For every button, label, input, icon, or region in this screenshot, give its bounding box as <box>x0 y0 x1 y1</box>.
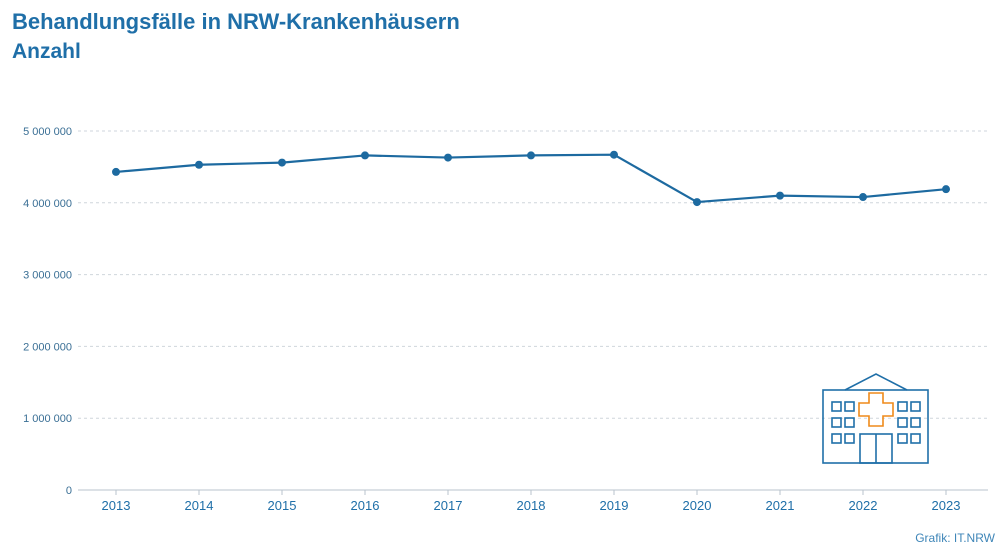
x-tick-label: 2017 <box>434 498 463 513</box>
x-tick-label: 2022 <box>849 498 878 513</box>
x-tick-label: 2015 <box>268 498 297 513</box>
x-tick-label: 2016 <box>351 498 380 513</box>
series-line <box>115 153 947 204</box>
data-point <box>444 153 452 162</box>
x-tick-label: 2020 <box>683 498 712 513</box>
y-tick-label: 4 000 000 <box>23 198 72 210</box>
x-tick-label: 2018 <box>517 498 546 513</box>
y-axis-ticks: 0 1 000 000 2 000 000 3 000 000 4 000 000 5 0… <box>23 126 72 497</box>
y-tick-label: 0 <box>66 485 72 497</box>
y-tick-label: 2 000 000 <box>23 341 72 353</box>
y-tick-label: 5 000 000 <box>23 126 72 138</box>
x-axis-ticks: 2013 2014 2015 2016 2017 2018 2019 2020 2021 2022… <box>102 490 961 513</box>
gridlines <box>78 130 988 419</box>
data-point <box>195 160 203 169</box>
data-point <box>361 151 369 160</box>
chart-subtitle: Anzahl <box>12 40 81 63</box>
data-point <box>112 167 120 176</box>
x-tick-label: 2014 <box>185 498 214 513</box>
hospital-icon <box>822 373 929 464</box>
data-point <box>693 198 701 207</box>
data-point <box>942 185 950 194</box>
data-point <box>859 193 867 202</box>
data-point <box>610 150 618 159</box>
x-tick-label: 2019 <box>600 498 629 513</box>
data-point <box>776 191 784 200</box>
series <box>112 150 950 207</box>
x-tick-label: 2021 <box>766 498 795 513</box>
credit-label: Grafik: IT.NRW <box>915 531 995 545</box>
data-point <box>278 158 286 167</box>
x-tick-label: 2023 <box>932 498 961 513</box>
data-point <box>527 151 535 160</box>
x-tick-label: 2013 <box>102 498 131 513</box>
chart-title: Behandlungsfälle in NRW-Krankenhäusern <box>12 9 460 34</box>
y-tick-label: 1 000 000 <box>23 413 72 425</box>
y-tick-label: 3 000 000 <box>23 270 72 282</box>
